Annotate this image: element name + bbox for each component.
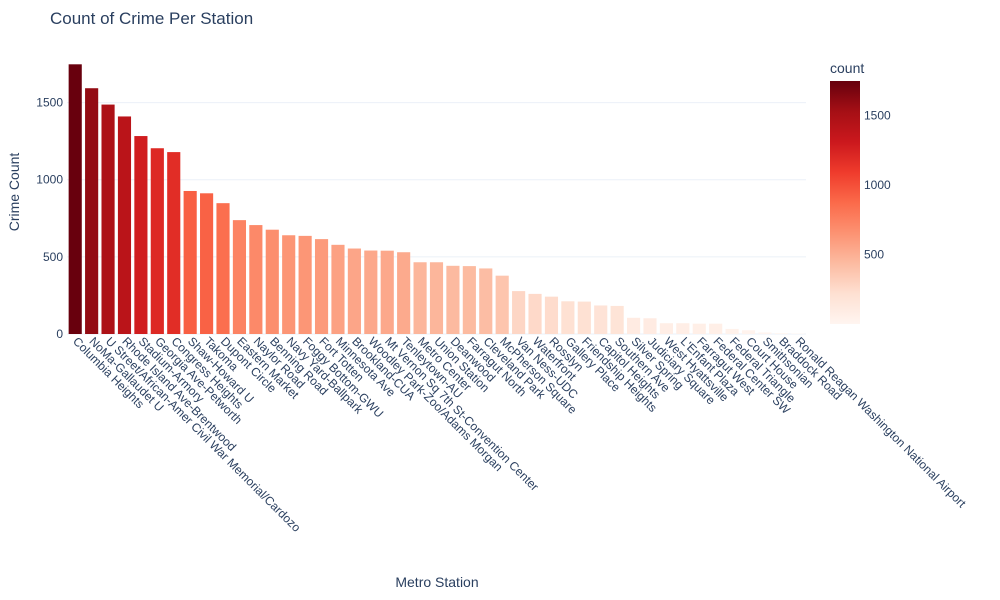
bar (298, 235, 312, 334)
bar (200, 193, 214, 334)
bar (594, 305, 608, 334)
bar (134, 136, 148, 334)
y-tick-label: 1000 (36, 173, 63, 187)
colorbar-tick-label: 500 (864, 248, 884, 262)
bar (512, 291, 526, 334)
bar (347, 248, 361, 334)
bar (544, 296, 559, 334)
y-axis-label: Crime Count (6, 152, 22, 232)
x-tick-label: Ronald Reagan Washington National Airpor… (793, 334, 970, 511)
bar (659, 323, 673, 334)
bar (380, 250, 394, 334)
bar (610, 305, 624, 334)
colorbar: 500 1000 1500 (830, 81, 891, 324)
bar (167, 152, 181, 334)
bar (282, 235, 296, 334)
y-tick-labels: 0 500 1000 1500 (36, 96, 63, 341)
colorbar-title: count (830, 60, 865, 76)
bar (117, 116, 132, 334)
bar (561, 301, 575, 334)
colorbar-tick-label: 1500 (864, 109, 891, 123)
y-tick-label: 500 (43, 250, 63, 264)
bars (68, 64, 805, 335)
bar (774, 333, 788, 334)
bar (676, 323, 690, 334)
bar (692, 323, 706, 334)
bar (216, 203, 230, 334)
chart-title: Count of Crime Per Station (50, 9, 254, 28)
bar (429, 262, 444, 334)
bar (446, 265, 460, 334)
bar (68, 64, 82, 335)
bar (413, 262, 427, 334)
bar (249, 225, 263, 334)
bar (101, 104, 115, 334)
bar (331, 244, 345, 334)
bar (314, 239, 329, 334)
bar (577, 301, 591, 334)
bar (643, 318, 657, 334)
colorbar-tick-label: 1000 (864, 178, 891, 192)
bar (741, 330, 756, 334)
bar (265, 229, 279, 334)
bar (725, 328, 739, 334)
bar (758, 332, 772, 334)
bar (528, 293, 542, 334)
bar (626, 317, 641, 334)
bar (709, 323, 723, 334)
y-tick-label: 1500 (36, 96, 63, 110)
bar (183, 190, 197, 334)
bar (397, 252, 411, 334)
colorbar-scale (830, 81, 860, 324)
bar (479, 268, 493, 334)
bar (150, 148, 164, 334)
y-tick-label: 0 (56, 327, 63, 341)
bar (495, 275, 509, 334)
x-axis-label: Metro Station (395, 574, 479, 590)
bar (232, 220, 247, 334)
bar (462, 266, 476, 334)
bar (85, 88, 99, 334)
bar (364, 250, 378, 334)
